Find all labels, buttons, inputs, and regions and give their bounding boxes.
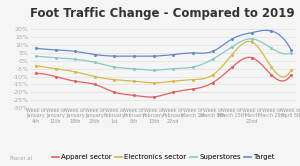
Electronics sector	[34, 65, 38, 67]
Apparel sector	[82, 81, 85, 83]
Superstores	[82, 59, 85, 61]
Target	[146, 55, 149, 57]
Electronics sector	[50, 67, 53, 69]
Apparel sector	[34, 72, 38, 74]
Superstores	[34, 55, 38, 57]
Superstores	[50, 56, 53, 58]
Superstores	[152, 69, 156, 71]
Target	[34, 47, 38, 49]
Target	[44, 48, 48, 50]
Superstores	[102, 64, 106, 66]
Apparel sector	[50, 75, 53, 77]
Superstores	[250, 38, 253, 40]
Line: Superstores: Superstores	[36, 39, 291, 70]
Apparel sector	[289, 74, 293, 76]
Apparel sector	[44, 73, 48, 75]
Electronics sector	[102, 77, 106, 79]
Target	[279, 35, 283, 37]
Superstores	[289, 52, 293, 54]
Apparel sector	[279, 80, 283, 82]
Electronics sector	[289, 69, 293, 71]
Electronics sector	[270, 67, 274, 69]
Target	[264, 29, 267, 31]
Target	[50, 49, 53, 51]
Apparel sector	[148, 96, 152, 98]
Electronics sector	[82, 73, 85, 75]
Electronics sector	[279, 76, 283, 78]
Electronics sector	[247, 40, 250, 42]
Apparel sector	[102, 87, 106, 89]
Apparel sector	[270, 74, 274, 76]
Target	[82, 52, 85, 54]
Line: Electronics sector: Electronics sector	[36, 41, 291, 83]
Text: Foot Traffic Change - Compared to 2019: Foot Traffic Change - Compared to 2019	[30, 7, 295, 20]
Target	[102, 55, 106, 57]
Target	[270, 30, 274, 32]
Superstores	[279, 52, 283, 54]
Electronics sector	[44, 66, 48, 68]
Text: Placer.ai: Placer.ai	[9, 156, 32, 161]
Electronics sector	[152, 82, 156, 84]
Superstores	[44, 56, 48, 58]
Legend: Apparel sector, Electronics sector, Superstores, Target: Apparel sector, Electronics sector, Supe…	[50, 152, 278, 163]
Line: Target: Target	[36, 30, 291, 56]
Superstores	[270, 47, 274, 49]
Line: Apparel sector: Apparel sector	[36, 57, 291, 97]
Apparel sector	[247, 56, 250, 58]
Target	[289, 49, 293, 51]
